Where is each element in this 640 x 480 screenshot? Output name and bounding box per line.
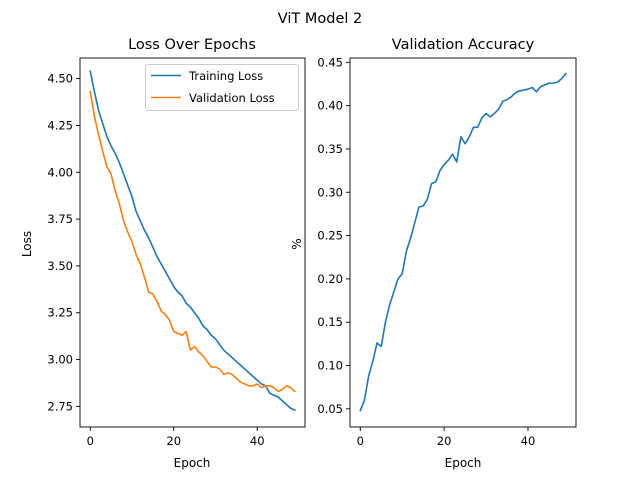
loss-chart-x-tick-label: 0 <box>87 434 94 448</box>
accuracy-chart-x-tick-label: 0 <box>357 434 364 448</box>
accuracy-chart-y-tick-label: 0.15 <box>317 315 343 329</box>
accuracy-chart-xlabel: Epoch <box>445 456 482 470</box>
accuracy-chart-y-tick-label: 0.10 <box>317 359 343 373</box>
loss-chart-ylabel: Loss <box>20 231 34 257</box>
legend-label-training-loss: Training Loss <box>188 69 263 83</box>
loss-chart-y-tick-label: 3.00 <box>47 353 73 367</box>
loss-chart-series <box>89 70 296 412</box>
loss-chart-xlabel: Epoch <box>174 456 211 470</box>
legend-label-validation-loss: Validation Loss <box>189 91 275 105</box>
accuracy-chart-y-tick-label: 0.20 <box>317 272 343 286</box>
loss-chart-y-tick-label: 2.75 <box>47 399 73 413</box>
loss-chart-x-axis: 0 20 40 <box>87 427 265 448</box>
accuracy-chart-y-tick-label: 0.40 <box>317 99 343 113</box>
accuracy-chart-series <box>359 72 567 412</box>
legend-frame <box>145 64 299 111</box>
loss-chart: Loss Over Epochs 0 20 40 2.75 3.00 3.25 3.50 3… <box>20 37 306 470</box>
accuracy-chart-frame <box>349 57 577 428</box>
loss-chart-line-validation-loss <box>89 90 296 393</box>
accuracy-chart: Validation Accuracy 0 20 40 0.050.100.150.… <box>290 37 577 470</box>
loss-chart-y-tick-label: 4.50 <box>47 72 73 86</box>
accuracy-chart-x-tick-label: 40 <box>521 434 536 448</box>
accuracy-chart-ylabel: % <box>290 238 304 249</box>
accuracy-chart-y-tick-label: 0.25 <box>317 229 343 243</box>
loss-chart-y-tick-label: 3.75 <box>47 212 73 226</box>
accuracy-chart-y-axis: 0.05 0.10 0.15 0.20 0.25 0.30 0.35 0.40 0.45 <box>317 55 350 416</box>
loss-chart-y-axis: 2.75 3.00 3.25 3.50 3.75 4.00 4.25 4.50 <box>47 72 80 413</box>
accuracy-chart-x-axis: 0 20 40 <box>357 427 536 448</box>
accuracy-chart-y-tick-label: 0.05 <box>317 402 343 416</box>
loss-chart-y-tick-label: 4.25 <box>47 118 73 132</box>
accuracy-chart-line-accuracy <box>359 72 567 412</box>
accuracy-chart-x-tick-label: 20 <box>437 434 452 448</box>
loss-chart-x-tick-label: 20 <box>166 434 181 448</box>
loss-chart-y-tick-label: 3.25 <box>47 306 73 320</box>
loss-chart-title: Loss Over Epochs <box>128 37 256 53</box>
accuracy-chart-y-tick-label: 0.45 <box>317 55 343 69</box>
loss-chart-y-tick-label: 3.50 <box>47 259 73 273</box>
loss-chart-legend: Training Loss Validation Loss <box>145 64 299 111</box>
accuracy-chart-title: Validation Accuracy <box>392 37 535 53</box>
loss-chart-y-tick-label: 4.00 <box>47 165 73 179</box>
accuracy-chart-y-tick-label: 0.30 <box>317 185 343 199</box>
loss-chart-x-tick-label: 40 <box>250 434 265 448</box>
loss-chart-frame <box>79 57 306 428</box>
figure-suptitle: ViT Model 2 <box>278 11 362 27</box>
accuracy-chart-y-tick-label: 0.35 <box>317 142 343 156</box>
loss-chart-line-training-loss <box>89 70 296 412</box>
